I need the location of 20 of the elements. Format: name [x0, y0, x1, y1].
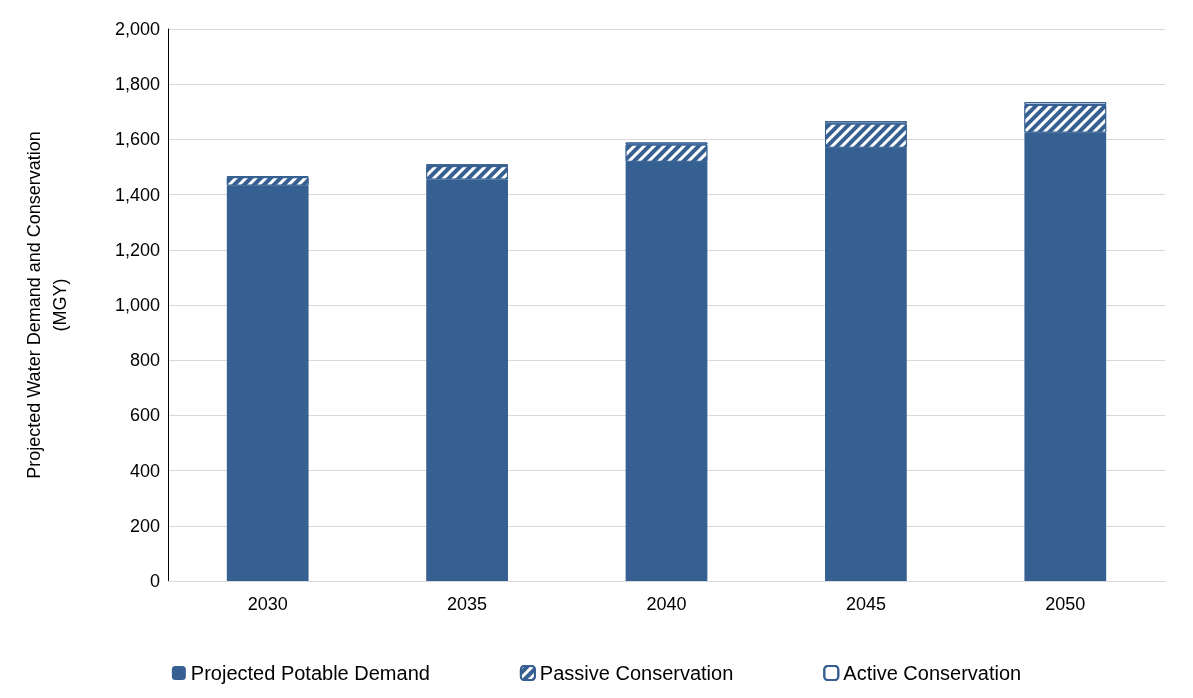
y-tick-label: 1,400 — [114, 184, 160, 205]
x-tick-label: 2030 — [247, 594, 288, 614]
y-tick-label: 1,200 — [114, 239, 160, 260]
y-tick-label: 200 — [129, 515, 160, 536]
x-tick-label: 2040 — [646, 594, 687, 614]
y-tick-label: 800 — [129, 350, 160, 371]
y-tick-label: 1,800 — [114, 74, 160, 95]
x-tick-label: 2035 — [447, 594, 488, 614]
x-tick-label: 2045 — [845, 594, 886, 614]
legend-label: Active Conservation — [843, 662, 1022, 684]
y-tick-label: 1,000 — [114, 295, 160, 315]
y-tick-label: 1,600 — [114, 129, 160, 150]
y-tick-label: 2,000 — [114, 19, 160, 39]
legend-label: Projected Potable Demand — [190, 662, 430, 684]
y-tick-label: 400 — [129, 460, 160, 481]
y-tick-label: 0 — [149, 571, 160, 591]
legend-label: Passive Conservation — [539, 662, 734, 684]
y-tick-label: 600 — [129, 405, 160, 426]
y-axis-title: Projected Water Demand and Conservation (MGY) — [24, 131, 70, 479]
x-tick-label: 2050 — [1045, 594, 1086, 614]
